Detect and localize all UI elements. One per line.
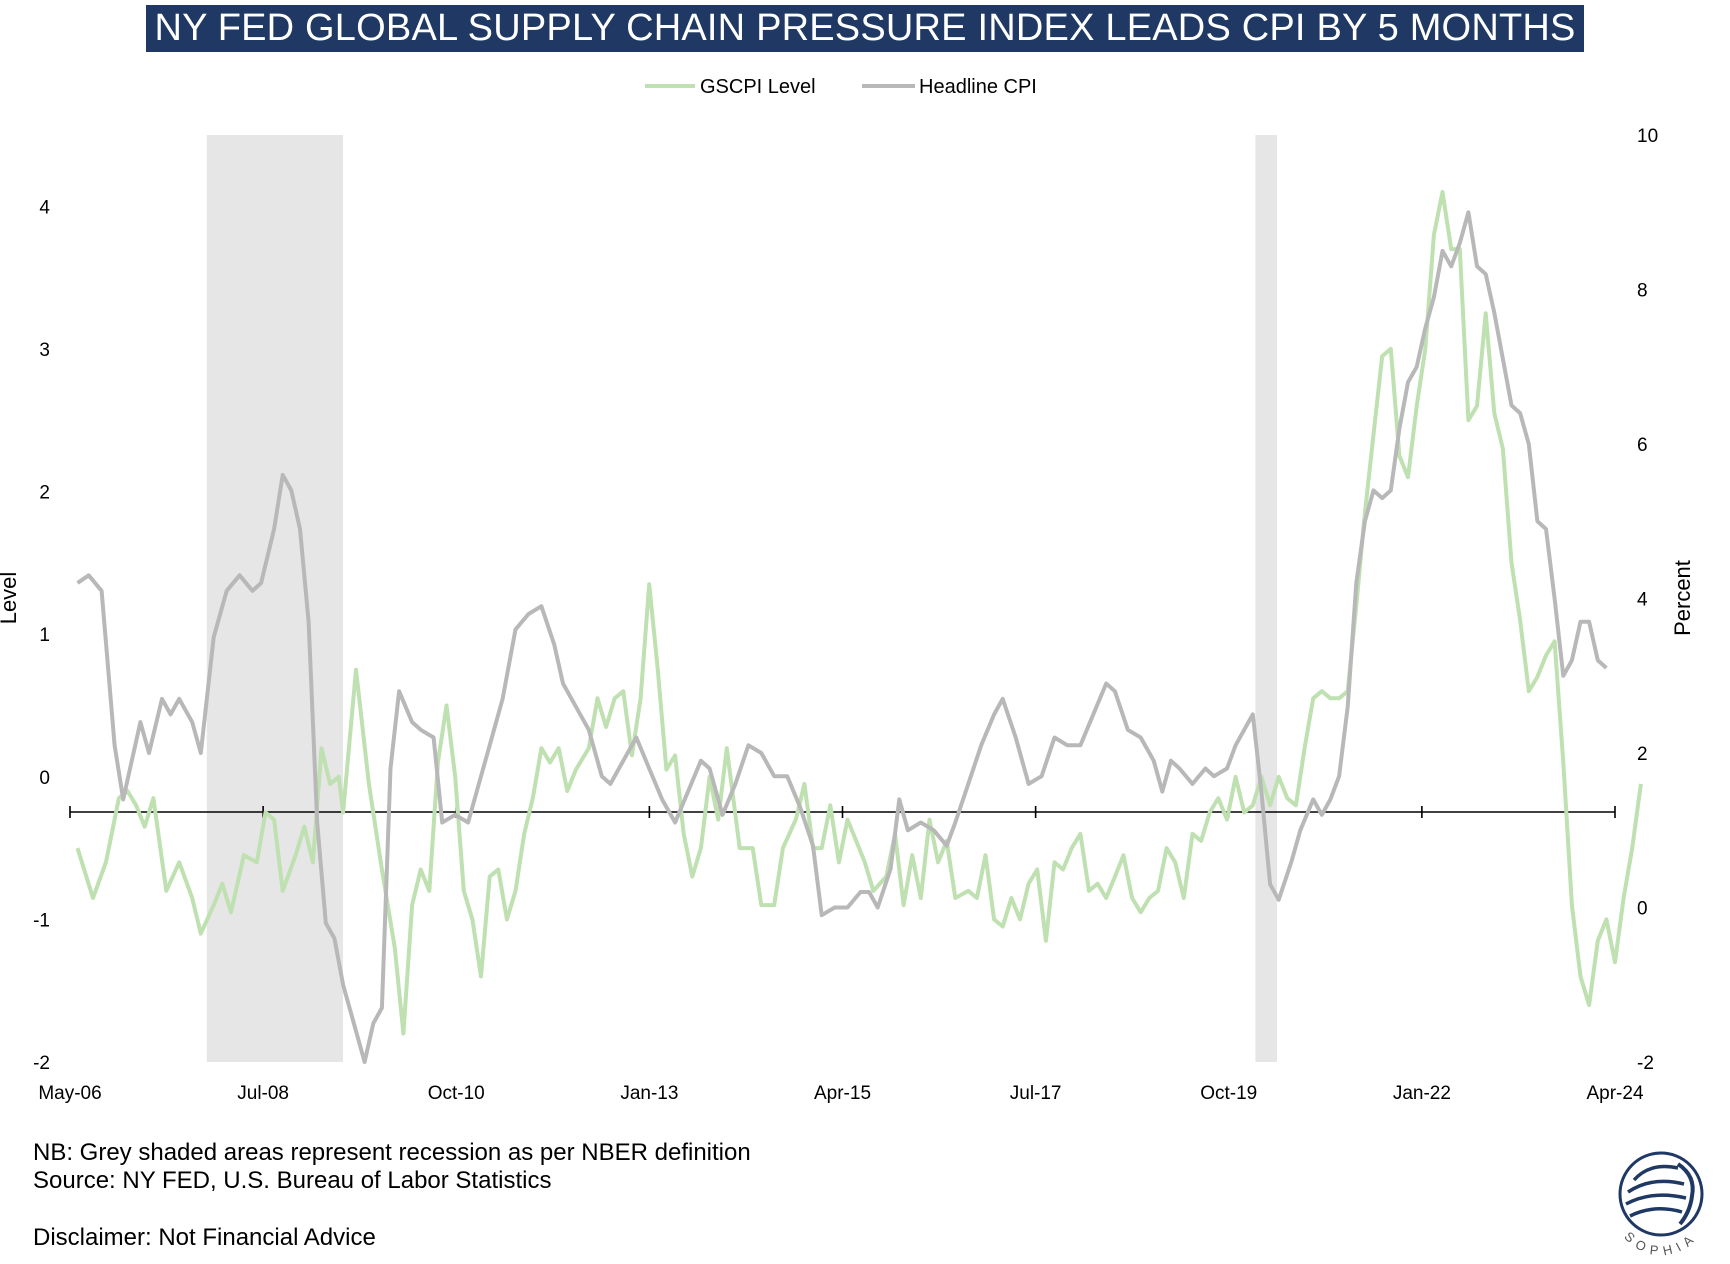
right-tick-label: 8: [1637, 281, 1648, 302]
sophia-logo-icon: SOPHIA: [1618, 1151, 1704, 1259]
x-tick-label: Jul-17: [1010, 1083, 1062, 1104]
gscpi-series-line: [75, 190, 1643, 1036]
x-tick-label: Oct-19: [1200, 1083, 1257, 1104]
chart-title: NY FED GLOBAL SUPPLY CHAIN PRESSURE INDE…: [146, 5, 1584, 52]
svg-text:SOPHIA: SOPHIA: [1622, 1229, 1701, 1259]
x-tick-label: May-06: [38, 1083, 101, 1104]
right-tick-label: 0: [1637, 899, 1648, 920]
left-axis-label: Level: [0, 572, 21, 625]
x-tick-label: Jul-08: [237, 1083, 289, 1104]
right-tick-label: -2: [1637, 1053, 1654, 1074]
chart-title-wrap: NY FED GLOBAL SUPPLY CHAIN PRESSURE INDE…: [0, 5, 1730, 52]
recession-band: [1255, 135, 1277, 1062]
left-tick-label: -2: [33, 1053, 50, 1074]
logo-text: SOPHIA: [1622, 1229, 1695, 1259]
disclaimer-note: Disclaimer: Not Financial Advice: [33, 1224, 376, 1251]
legend-label-cpi: Headline CPI: [919, 76, 1037, 98]
recession-band: [206, 135, 344, 1062]
left-tick-label: 3: [39, 340, 50, 361]
left-tick-label: -1: [33, 910, 50, 931]
source-note: Source: NY FED, U.S. Bureau of Labor Sta…: [33, 1167, 552, 1194]
x-tick-label: Jan-13: [620, 1083, 678, 1104]
left-tick-label: 2: [39, 483, 50, 504]
recession-note: NB: Grey shaded areas represent recessio…: [33, 1139, 751, 1166]
x-tick-label: Jan-22: [1393, 1083, 1451, 1104]
legend-label-gscpi: GSCPI Level: [700, 76, 816, 98]
x-tick-label: Oct-10: [428, 1083, 485, 1104]
x-tick-label: Apr-15: [814, 1083, 871, 1104]
left-tick-label: 4: [39, 197, 50, 218]
right-tick-label: 2: [1637, 744, 1648, 765]
right-axis-label: Percent: [1670, 560, 1695, 636]
chart: -2 -1 0 1 2 3 4 -2 0 2 4 6 8 10 Level Percent May-06 Jul-…: [0, 76, 1695, 1104]
right-tick-label: 10: [1637, 126, 1658, 147]
left-tick-label: 0: [39, 768, 50, 789]
x-tick-label: Apr-24: [1586, 1083, 1643, 1104]
cpi-series-line: [76, 210, 1608, 1064]
right-tick-label: 4: [1637, 590, 1648, 611]
right-tick-label: 6: [1637, 435, 1648, 456]
left-tick-label: 1: [39, 625, 50, 646]
